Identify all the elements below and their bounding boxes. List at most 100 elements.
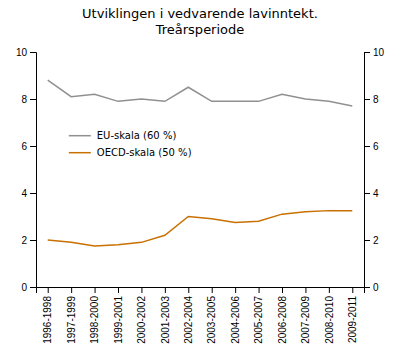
y2-axis-line <box>365 53 371 288</box>
x-tick: 2008-2010 <box>324 287 335 344</box>
x-tick: 1996-1998 <box>42 287 53 344</box>
chart-container: Utviklingen i vedvarende lavinntekt.Treå… <box>0 0 400 359</box>
y-tick-mark <box>30 193 36 194</box>
chart-title-line: Utviklingen i vedvarende lavinntekt. <box>82 6 318 21</box>
x-tick-mark <box>352 287 353 293</box>
x-tick-label: 2009-2011 <box>347 296 358 344</box>
legend-label: EU-skala (60 %) <box>97 130 177 141</box>
x-tick: 1999-2001 <box>113 287 124 344</box>
legend-swatch <box>69 135 91 137</box>
y2-tick: 6 <box>364 141 379 152</box>
y2-tick-mark <box>364 287 370 288</box>
x-tick-mark <box>305 287 306 293</box>
y-axis-line <box>30 53 37 288</box>
y2-axis: 0 2 4 6 8 10 <box>364 47 385 293</box>
y2-tick-label: 6 <box>373 141 379 152</box>
x-tick-label: 2003-2005 <box>206 296 217 344</box>
x-tick: 2002-2004 <box>183 287 194 344</box>
x-tick-label: 1999-2001 <box>113 296 124 344</box>
y2-tick: 4 <box>364 188 379 199</box>
x-tick-mark <box>282 287 283 293</box>
x-tick-mark <box>212 287 213 293</box>
x-tick-mark <box>48 287 49 293</box>
x-tick-mark <box>259 287 260 293</box>
x-tick-label: 2005-2007 <box>253 296 264 344</box>
x-tick: 1997-1999 <box>66 287 77 344</box>
x-tick-label: 2007-2009 <box>300 296 311 344</box>
x-tick-label: 1996-1998 <box>42 296 53 344</box>
y2-tick-mark <box>364 193 370 194</box>
y2-tick-label: 8 <box>373 94 379 105</box>
x-tick: 1998-2000 <box>89 287 100 344</box>
y-tick: 6 <box>21 141 36 152</box>
y2-tick-mark <box>364 52 370 53</box>
x-tick-label: 2004-2006 <box>230 296 241 344</box>
x-tick-label: 2000-2002 <box>136 296 147 344</box>
x-tick: 2001-2003 <box>160 287 171 344</box>
x-tick-mark <box>165 287 166 293</box>
y-tick-mark <box>30 52 36 53</box>
x-tick-label: 2001-2003 <box>160 296 171 344</box>
marks <box>48 80 353 246</box>
x-tick-mark <box>71 287 72 293</box>
y2-tick: 10 <box>364 47 385 58</box>
chart-title-line: Treårsperiode <box>155 22 245 37</box>
x-tick-label: 1997-1999 <box>66 296 77 344</box>
chart-svg: Utviklingen i vedvarende lavinntekt.Treå… <box>0 0 400 359</box>
legend-label: OECD-skala (50 %) <box>97 147 192 158</box>
x-tick: 2005-2007 <box>253 287 264 344</box>
y-tick-label: 6 <box>21 141 27 152</box>
x-tick-label: 1998-2000 <box>89 296 100 344</box>
y-tick: 4 <box>21 188 36 199</box>
y-tick-label: 2 <box>21 235 27 246</box>
x-tick: 2004-2006 <box>230 287 241 344</box>
y2-tick: 2 <box>364 235 379 246</box>
x-tick-mark <box>329 287 330 293</box>
x-tick-mark <box>141 287 142 293</box>
y-tick: 2 <box>21 235 36 246</box>
y-tick-mark <box>30 287 36 288</box>
x-axis: 1996-1998 1997-1999 1998-2000 1999-2001 2000… <box>37 287 365 344</box>
y2-tick-label: 10 <box>373 47 385 58</box>
x-tick: 2003-2005 <box>206 287 217 344</box>
x-tick-label: 2002-2004 <box>183 296 194 344</box>
y2-tick: 0 <box>364 282 379 293</box>
y-tick: 0 <box>21 282 36 293</box>
y2-tick: 8 <box>364 94 379 105</box>
x-tick-label: 2008-2010 <box>324 296 335 344</box>
plot-area: 1996-19981997-19991998-20001999-20012000… <box>16 47 385 344</box>
x-tick: 2000-2002 <box>136 287 147 344</box>
x-axis-line <box>37 288 365 294</box>
y-tick-mark <box>30 146 36 147</box>
y-tick-label: 8 <box>21 94 27 105</box>
legend-item: OECD-skala (50 %) <box>69 147 192 158</box>
y-tick-mark <box>30 99 36 100</box>
y-tick-label: 10 <box>16 47 28 58</box>
x-tick: 2006-2008 <box>277 287 288 344</box>
x-tick: 2009-2011 <box>347 287 358 343</box>
x-tick-mark <box>118 287 119 293</box>
x-tick: 2007-2009 <box>300 287 311 344</box>
legend-swatch <box>69 152 91 154</box>
y2-tick-mark <box>364 240 370 241</box>
y-tick-label: 4 <box>21 188 27 199</box>
y2-tick-label: 0 <box>373 282 379 293</box>
y2-tick-label: 2 <box>373 235 379 246</box>
chart-title: Utviklingen i vedvarende lavinntekt.Treå… <box>82 6 318 37</box>
x-tick-mark <box>235 287 236 293</box>
y-tick-label: 0 <box>21 282 27 293</box>
x-tick-mark <box>188 287 189 293</box>
series-line <box>48 211 353 246</box>
y-tick: 10 <box>16 47 36 58</box>
legend-item: EU-skala (60 %) <box>69 130 177 141</box>
y2-tick-mark <box>364 146 370 147</box>
y-axis: 0 2 4 6 8 10 <box>16 47 37 293</box>
y2-tick-label: 4 <box>373 188 379 199</box>
legend: EU-skala (60 %) OECD-skala (50 %) <box>69 130 192 158</box>
x-tick-mark <box>95 287 96 293</box>
x-tick-label: 2006-2008 <box>277 296 288 344</box>
y-tick: 8 <box>21 94 36 105</box>
series-line <box>48 80 353 106</box>
y-tick-mark <box>30 240 36 241</box>
y2-tick-mark <box>364 99 370 100</box>
